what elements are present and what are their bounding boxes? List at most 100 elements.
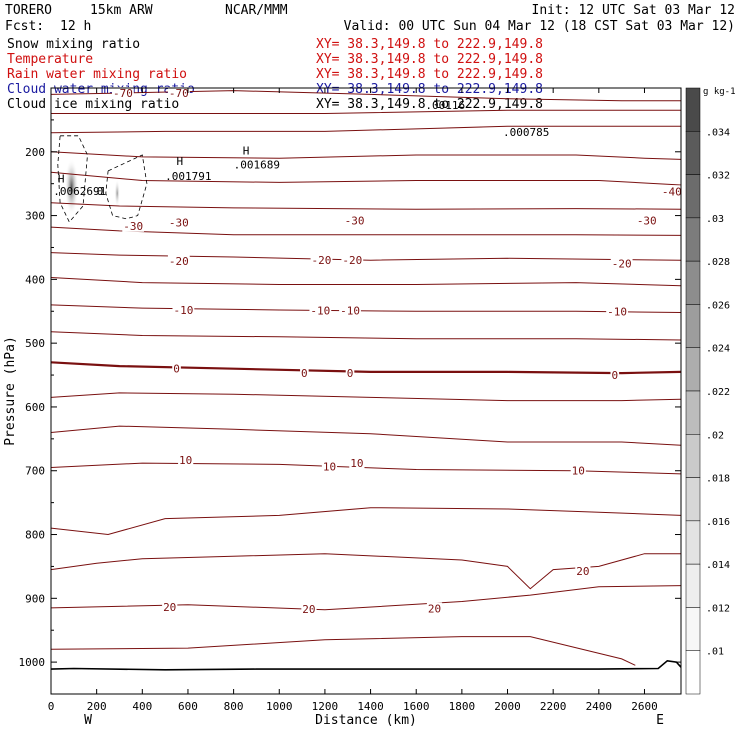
extremum-annotation: H — [177, 155, 184, 168]
contour-label: -30 — [123, 220, 143, 233]
x-tick-label: 1000 — [266, 700, 293, 713]
colorbar-tick-label: .018 — [706, 474, 730, 485]
x-tick-label: 600 — [178, 700, 198, 713]
contour-line — [50, 252, 682, 261]
contour-label-bg — [343, 214, 366, 227]
contour-label-bg — [349, 457, 365, 470]
x-axis-label: Distance (km) — [315, 713, 417, 728]
contour-label: 10 — [350, 457, 363, 470]
shaded-cell — [114, 179, 120, 208]
contour-line — [50, 151, 682, 160]
field-label: Cloud water mixing ratio — [7, 82, 195, 97]
x-tick-label: 2400 — [586, 700, 613, 713]
field-label: Snow mixing ratio — [7, 37, 140, 52]
contour-line — [51, 109, 681, 114]
contour-label: -10 — [340, 305, 360, 318]
x-tick-label: 2200 — [540, 700, 567, 713]
x-tick-label: 800 — [224, 700, 244, 713]
y-axis-label: Pressure (hPa) — [3, 336, 18, 446]
temperature-contours — [50, 90, 682, 666]
contour-line — [50, 202, 682, 210]
x-tick-label: 1200 — [312, 700, 339, 713]
contour-label-bg — [122, 219, 145, 232]
y-tick-label: 800 — [25, 529, 45, 542]
extremum-annotation: .001689 — [234, 158, 280, 171]
y-tick-label: 900 — [25, 592, 45, 605]
axes: 0 200 400 600 800 1000 1200 1400 1600 1800 2000 220… — [19, 88, 681, 713]
shaded-cell — [64, 158, 79, 216]
colorbar-tick-label: .02 — [706, 430, 724, 441]
colorbar-unit: g kg-1 — [703, 87, 736, 97]
contour-label-bg — [660, 185, 683, 198]
contour-label: -30 — [169, 217, 189, 230]
contour-label: 0 — [347, 367, 354, 380]
contour-line — [50, 277, 682, 287]
valid-time: Valid: 00 UTC Sun 04 Mar 12 (18 CST Sat … — [344, 19, 735, 34]
contour-line — [50, 553, 681, 590]
contour-label: -70 — [113, 87, 133, 100]
snow-contours — [57, 135, 148, 223]
contour-label: -20 — [612, 257, 632, 270]
model-resolution: 15km ARW — [90, 3, 153, 18]
contour-label-bg — [635, 214, 658, 227]
contour-label-bg — [167, 254, 190, 267]
contour-line — [50, 125, 681, 134]
contour-label: 10 — [572, 465, 585, 478]
contour-line — [50, 462, 682, 475]
x-end-label-east: E — [656, 713, 664, 728]
contour-line — [50, 585, 682, 611]
contour-label: -10 — [310, 305, 330, 318]
contour-line — [50, 331, 682, 341]
contour-label: -20 — [342, 254, 362, 267]
terrain-line — [50, 659, 682, 671]
colorbar-tick-label: .012 — [706, 603, 730, 614]
contour-line — [50, 507, 682, 536]
contour-label-bg — [172, 303, 195, 316]
contour-label: 20 — [428, 603, 441, 616]
colorbar-swatch — [685, 260, 701, 305]
contour-label-bg — [162, 601, 178, 614]
y-tick-label: 400 — [25, 273, 45, 286]
colorbar-swatch — [685, 217, 701, 262]
contour-label-bg — [426, 602, 443, 615]
contour-label: -20 — [169, 255, 189, 268]
contour-label: 0 — [301, 367, 308, 380]
field-label: Rain water mixing ratio — [7, 67, 187, 82]
x-tick-label: 2600 — [631, 700, 658, 713]
init-time: Init: 12 UTC Sat 03 Mar 12 — [532, 3, 736, 18]
contour-label-bg — [309, 304, 332, 317]
colorbar-swatch — [685, 650, 701, 695]
field-xy-range: XY= 38.3,149.8 to 222.9,149.8 — [316, 67, 543, 82]
colorbar-tick-label: .014 — [706, 560, 730, 571]
field-label: Temperature — [7, 52, 93, 67]
x-tick-label: 1600 — [403, 700, 430, 713]
plot-frame — [50, 87, 682, 695]
contour-label: 20 — [163, 601, 176, 614]
extremum-annotation: .001791 — [165, 170, 211, 183]
contour-label-bg — [321, 460, 338, 473]
y-tick-label: 300 — [25, 210, 45, 223]
contour-label: 20 — [302, 603, 315, 616]
y-tick-label: 600 — [25, 401, 45, 414]
header-block: TORERO 15km ARW NCAR/MMM Init: 12 UTC Sa… — [5, 3, 735, 34]
field-xy-range: XY= 38.3,149.8 to 222.9,149.8 — [316, 82, 543, 97]
shaded-cells — [64, 158, 120, 216]
contour-label-bg — [570, 464, 586, 477]
colorbar-swatch — [685, 563, 701, 608]
extremum-annotation: .000785 — [503, 126, 549, 139]
colorbar-tick-label: .024 — [706, 344, 730, 355]
colorbar-swatch — [685, 131, 701, 175]
colorbar: .034 .032 .03 .028 .026 .024 .022 .02 .018 .016 .0… — [685, 87, 736, 695]
colorbar-swatch — [685, 390, 701, 435]
y-tick-label: 500 — [25, 337, 45, 350]
colorbar-tick-label: .028 — [706, 257, 730, 268]
field-xy-range: XY= 38.3,149.8 to 222.9,149.8 — [316, 52, 543, 67]
contour-label: -30 — [345, 215, 365, 228]
colorbar-swatch — [685, 434, 701, 478]
colorbar-tick-label: .026 — [706, 300, 730, 311]
contour-label-bg — [610, 369, 620, 382]
extremum-annotation: .00116 — [425, 99, 465, 112]
contour-label-bg — [172, 362, 181, 375]
